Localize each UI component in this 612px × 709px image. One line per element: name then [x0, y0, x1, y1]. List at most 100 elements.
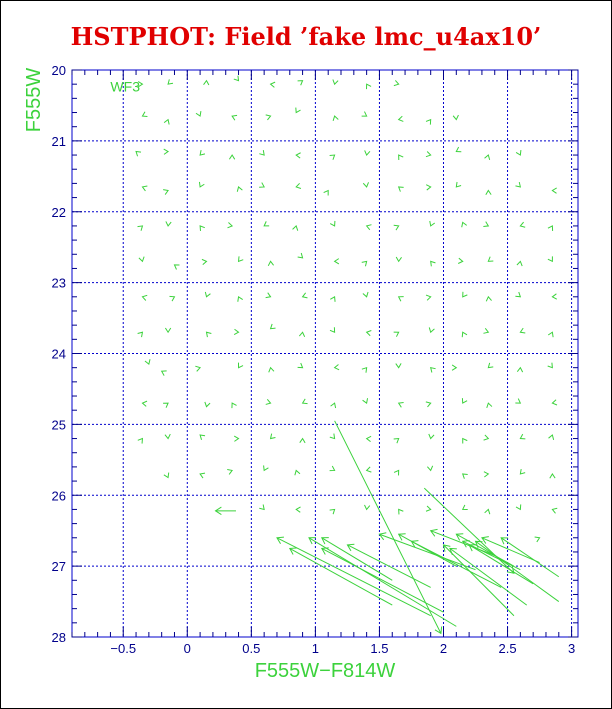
data-point — [427, 465, 434, 472]
data-point — [452, 114, 459, 121]
data-point — [204, 401, 211, 408]
data-point — [265, 398, 272, 405]
data-point — [144, 359, 151, 366]
data-point — [332, 79, 339, 86]
data-point — [301, 398, 308, 405]
grid-lines — [72, 70, 578, 637]
data-point — [425, 505, 432, 512]
data-point — [429, 220, 436, 227]
data-point — [428, 327, 435, 334]
y-tick-label: 22 — [52, 205, 66, 220]
y-tick-label: 27 — [52, 559, 66, 574]
data-point — [365, 466, 372, 473]
data-point — [163, 472, 170, 479]
data-point — [393, 80, 400, 87]
x-tick-label: 0.5 — [242, 641, 260, 656]
data-point — [361, 111, 368, 117]
data-point — [484, 508, 491, 515]
shift-vector — [276, 537, 431, 617]
shift-vector — [334, 420, 442, 634]
data-point — [167, 79, 174, 85]
data-point — [483, 327, 490, 334]
data-point — [365, 435, 372, 443]
shift-vector — [443, 544, 515, 617]
data-point — [269, 433, 276, 440]
data-point — [519, 221, 526, 228]
data-point — [485, 189, 492, 196]
data-point — [455, 146, 462, 153]
data-point — [259, 182, 265, 188]
data-point — [398, 154, 404, 161]
data-point — [519, 327, 526, 334]
x-tick-label: 3 — [568, 641, 575, 656]
data-point — [393, 469, 400, 476]
data-point — [393, 331, 400, 337]
data-point — [294, 469, 301, 476]
y-tick-label: 21 — [52, 134, 66, 149]
data-point — [269, 323, 276, 330]
y-tick-label: 28 — [52, 630, 66, 645]
data-point — [137, 437, 144, 444]
data-point — [397, 115, 404, 122]
data-point — [425, 401, 432, 408]
shift-vector — [411, 540, 502, 588]
data-point — [548, 434, 555, 440]
vector-arrowhead — [397, 533, 406, 541]
y-tick-label: 25 — [52, 417, 66, 432]
data-point — [393, 437, 400, 444]
data-point — [137, 225, 144, 231]
data-point — [169, 295, 176, 302]
shift-vector — [481, 537, 540, 564]
data-point — [137, 81, 144, 88]
data-point — [137, 331, 144, 338]
data-point — [461, 504, 468, 510]
vector-arrowhead — [461, 540, 470, 548]
shift-vector — [456, 533, 515, 567]
data-point — [333, 364, 340, 371]
data-point — [364, 150, 371, 156]
data-point — [297, 252, 304, 259]
data-point — [199, 150, 206, 156]
vector-arrowhead — [434, 626, 443, 635]
data-point — [430, 260, 436, 267]
data-point — [549, 473, 556, 479]
data-point — [483, 434, 490, 441]
y-tick-label: 20 — [52, 63, 66, 78]
data-point — [425, 118, 432, 125]
data-point — [323, 189, 329, 196]
shift-vector — [462, 540, 521, 571]
data-point — [195, 111, 202, 117]
data-point — [551, 399, 558, 406]
data-point — [163, 402, 169, 408]
data-point — [265, 292, 272, 299]
data-point — [547, 225, 554, 231]
data-point — [199, 434, 206, 440]
data-marks — [135, 75, 560, 635]
vector-arrowhead — [481, 536, 489, 544]
data-point — [295, 152, 301, 159]
vector-arrowhead — [500, 537, 509, 545]
data-point — [259, 504, 265, 511]
panel-label: WF3 — [110, 78, 140, 94]
data-point — [329, 465, 336, 472]
data-point — [329, 508, 336, 515]
data-point — [451, 364, 458, 371]
data-point — [199, 472, 206, 479]
data-point — [430, 367, 436, 373]
shift-vector — [289, 547, 393, 606]
shift-vector — [468, 544, 534, 585]
data-point — [227, 468, 233, 475]
data-point — [461, 221, 468, 228]
data-point — [199, 225, 205, 231]
data-point — [516, 366, 524, 373]
data-point — [366, 83, 372, 90]
x-tick-label: −0.5 — [110, 641, 136, 656]
x-tick-label: 2 — [440, 641, 447, 656]
data-point — [425, 151, 432, 158]
shift-vector — [500, 537, 560, 578]
data-point — [329, 327, 336, 334]
data-point — [362, 291, 369, 298]
data-point — [547, 331, 554, 338]
data-point — [457, 257, 464, 264]
data-point — [395, 363, 402, 369]
